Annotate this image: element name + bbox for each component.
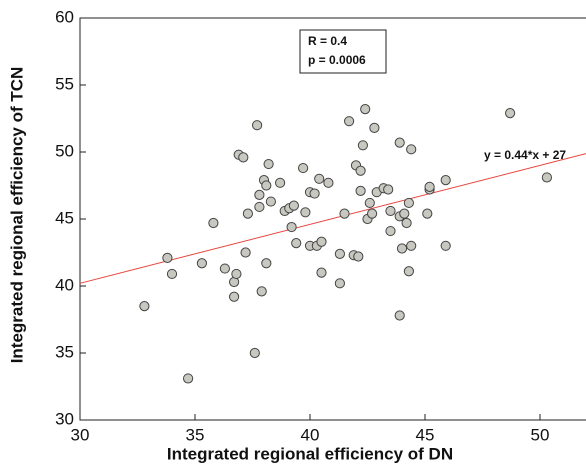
point	[298, 162, 309, 174]
point	[316, 236, 327, 247]
point	[355, 165, 366, 176]
stat-p: p = 0.0006	[308, 53, 366, 67]
point	[166, 268, 178, 280]
point	[229, 291, 240, 302]
point	[323, 177, 334, 188]
point	[364, 197, 375, 209]
point	[367, 208, 378, 219]
point	[219, 263, 230, 274]
point	[422, 208, 433, 219]
y-tick-label: 55	[55, 74, 74, 93]
point	[424, 181, 435, 192]
point	[334, 248, 345, 259]
point	[355, 185, 366, 196]
point	[249, 347, 260, 359]
point	[394, 310, 405, 321]
point	[196, 258, 207, 269]
point	[261, 180, 272, 191]
x-tick-label: 50	[531, 425, 550, 444]
point	[403, 266, 414, 277]
point	[396, 243, 408, 254]
point	[316, 267, 327, 278]
point	[254, 189, 265, 200]
point	[208, 217, 219, 229]
point	[394, 137, 405, 148]
x-tick-label: 40	[301, 425, 320, 444]
point	[440, 240, 451, 251]
stats-box	[299, 29, 387, 74]
point	[139, 301, 150, 312]
point	[406, 144, 417, 155]
point	[344, 116, 355, 127]
point	[265, 196, 276, 207]
y-tick-label: 45	[55, 208, 74, 227]
point	[256, 286, 267, 297]
point	[360, 104, 371, 115]
point	[385, 225, 396, 237]
point	[288, 200, 299, 211]
point	[505, 108, 516, 119]
point	[399, 208, 410, 219]
plot-frame	[79, 17, 586, 421]
point	[353, 251, 364, 262]
y-tick-label: 35	[55, 342, 74, 361]
point	[286, 221, 297, 233]
point	[263, 158, 274, 170]
point	[183, 373, 194, 384]
point	[162, 252, 173, 263]
point	[242, 208, 253, 219]
point	[238, 152, 249, 163]
point	[541, 172, 553, 183]
x-tick-label: 45	[416, 425, 435, 444]
point	[357, 140, 368, 151]
y-tick-label: 30	[55, 409, 74, 428]
y-tick-label: 50	[55, 141, 74, 160]
point	[252, 120, 263, 131]
point	[261, 258, 272, 269]
point	[314, 173, 325, 184]
x-axis-label: Integrated regional efficiency of DN	[167, 444, 453, 463]
point	[401, 217, 412, 229]
point	[440, 175, 451, 186]
point	[369, 122, 380, 133]
stat-r: R = 0.4	[308, 34, 347, 48]
point	[385, 205, 396, 217]
point	[300, 207, 311, 218]
point	[275, 177, 286, 188]
x-tick-label: 35	[186, 425, 205, 444]
fit-line	[79, 153, 586, 284]
point	[291, 238, 302, 249]
point	[403, 197, 414, 209]
point	[240, 247, 251, 258]
point	[309, 188, 320, 199]
point	[383, 184, 394, 195]
point	[406, 240, 417, 251]
y-tick-label: 60	[55, 7, 74, 26]
y-axis-label: Integrated regional efficiency of TCN	[7, 67, 26, 364]
point	[334, 278, 345, 289]
point	[254, 201, 265, 213]
x-tick-label: 30	[71, 425, 90, 444]
y-tick-label: 40	[55, 275, 74, 294]
fit-label: y = 0.44*x + 27	[484, 148, 566, 162]
point	[231, 268, 242, 280]
point	[339, 208, 350, 219]
